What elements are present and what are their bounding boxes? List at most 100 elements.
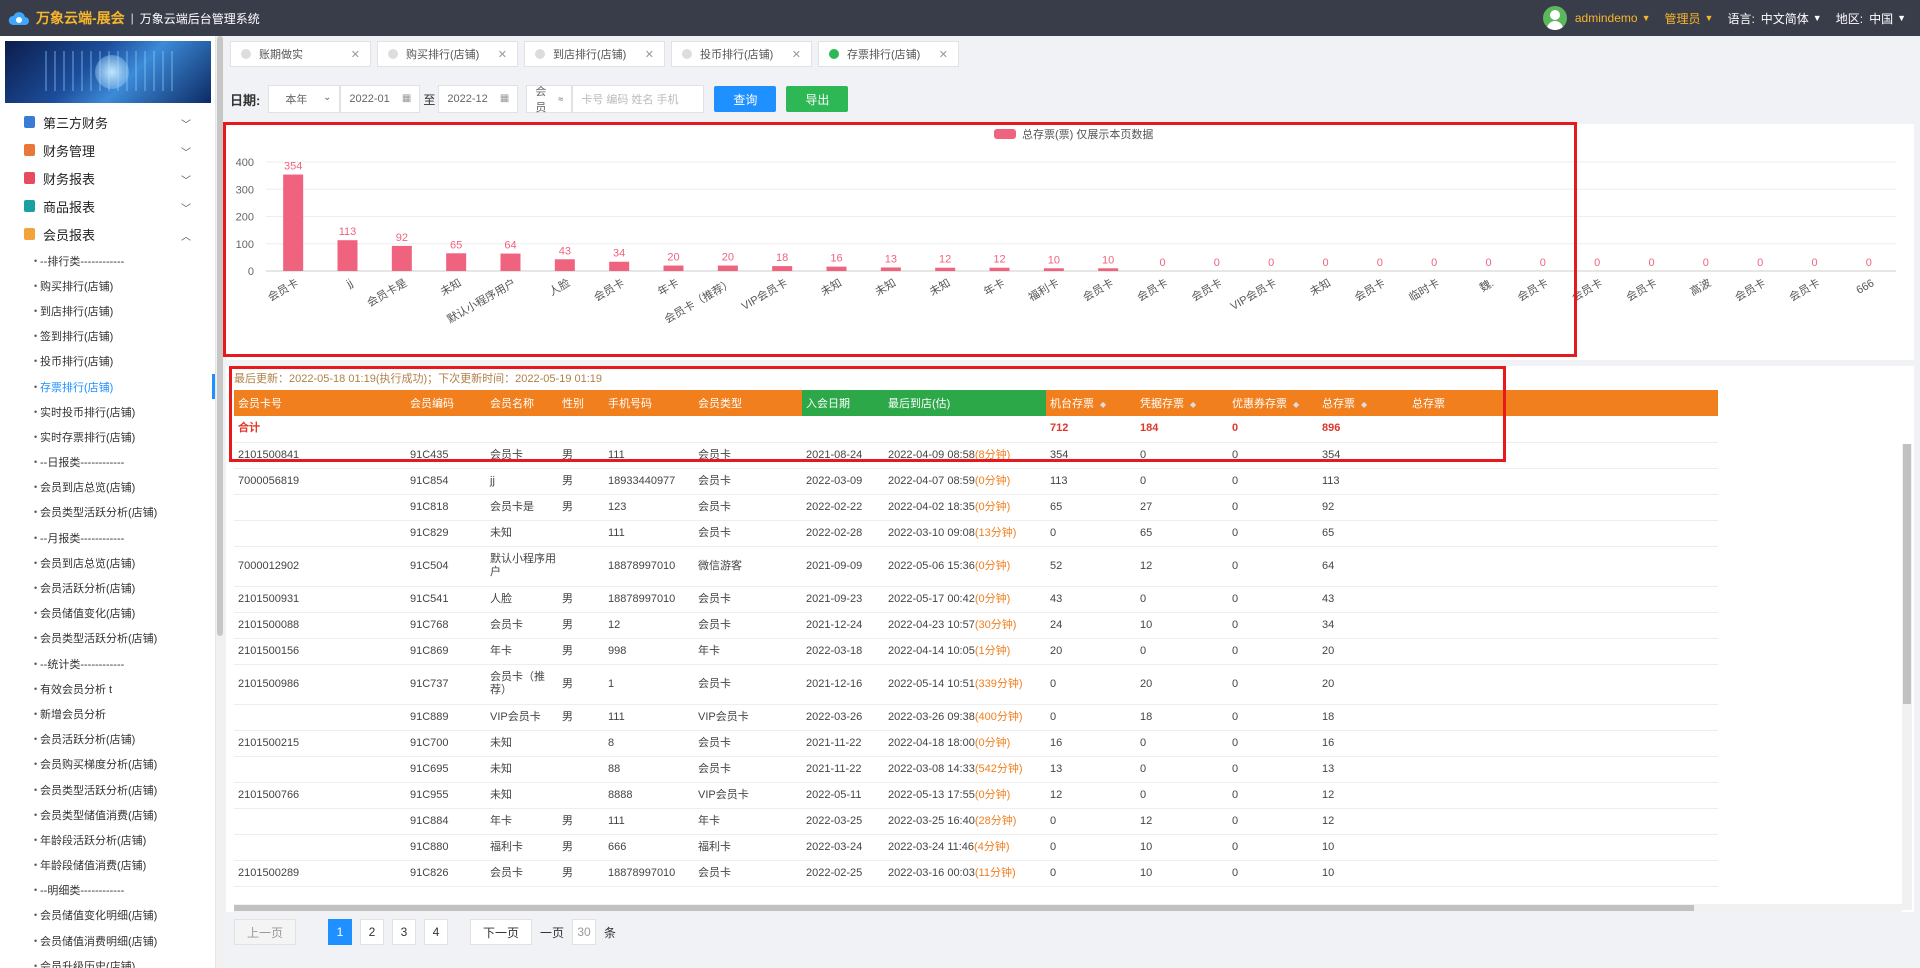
start-date-input[interactable]: 2022-01 ▦: [340, 85, 421, 113]
sidebar-group-1[interactable]: 财务管理 ﹀: [0, 136, 215, 164]
sidebar-item[interactable]: 存票排行(店铺): [0, 373, 215, 400]
sidebar-item[interactable]: 投币排行(店铺): [0, 349, 215, 374]
bar[interactable]: [609, 261, 630, 271]
table-row[interactable]: 2101500766 91C955 未知 8888 VIP会员卡 2022-05-11 20…: [234, 782, 1718, 809]
table-row[interactable]: 91C818 会员卡是 男 123 会员卡 2022-02-22 2022-04-02 18…: [234, 494, 1718, 521]
tab-item[interactable]: 购买排行(店铺) ✕: [377, 41, 518, 67]
role-menu[interactable]: 管理员 ▼: [1665, 10, 1714, 27]
bar[interactable]: [880, 267, 901, 271]
table-row[interactable]: 2101500289 91C826 会员卡 男 18878997010 会员卡 2022-0…: [234, 860, 1718, 887]
per-page-input[interactable]: 30: [572, 919, 597, 945]
table-row[interactable]: 2101500215 91C700 未知 8 会员卡 2021-11-22 2022-04-…: [234, 730, 1718, 757]
sidebar-item[interactable]: 签到排行(店铺): [0, 324, 215, 349]
table-vertical-scrollbar[interactable]: [1902, 444, 1912, 910]
user-avatar[interactable]: [1542, 6, 1567, 30]
sidebar-item[interactable]: 购买排行(店铺): [0, 273, 215, 298]
sidebar-item[interactable]: 会员到店总览(店铺): [0, 475, 215, 500]
page-button[interactable]: 1: [328, 919, 352, 945]
next-page-button[interactable]: 下一页: [470, 919, 532, 945]
bar[interactable]: [663, 265, 684, 271]
sidebar-item[interactable]: 到店排行(店铺): [0, 298, 215, 323]
table-row[interactable]: 2101500841 91C435 会员卡 男 111 会员卡 2021-08-24 2022…: [234, 442, 1718, 469]
bar[interactable]: [554, 259, 575, 271]
tab-item[interactable]: 存票排行(店铺) ✕: [818, 41, 959, 67]
region-menu[interactable]: 地区: 中国 ▼: [1836, 10, 1906, 27]
table-row[interactable]: 2101500156 91C869 年卡 男 998 年卡 2022-03-18 2022-0…: [234, 638, 1718, 665]
bar[interactable]: [446, 253, 467, 271]
sidebar-item[interactable]: 会员储值变化明细(店铺): [0, 903, 215, 928]
sort-icon[interactable]: ◆: [1293, 400, 1300, 409]
table-row[interactable]: 2101500088 91C768 会员卡 男 12 会员卡 2021-12-24 2022-…: [234, 612, 1718, 639]
sidebar-item[interactable]: 实时存票排行(店铺): [0, 424, 215, 449]
sidebar-item[interactable]: 会员类型活跃分析(店铺): [0, 500, 215, 525]
close-icon[interactable]: ✕: [791, 49, 801, 61]
sidebar-group-0[interactable]: 第三方财务 ﹀: [0, 108, 215, 136]
sidebar-item[interactable]: 会员升级历史(店铺): [0, 953, 215, 968]
column-header[interactable]: 机台存票 ◆: [1046, 390, 1136, 416]
page-button[interactable]: 3: [392, 919, 416, 945]
bar[interactable]: [772, 266, 793, 271]
member-field-select[interactable]: 会员 ≈: [526, 85, 573, 114]
bar[interactable]: [337, 240, 358, 271]
user-menu[interactable]: admindemo ▼: [1575, 11, 1651, 25]
close-icon[interactable]: ✕: [350, 49, 360, 61]
bar[interactable]: [935, 267, 956, 271]
table-row[interactable]: 91C829 未知 111 会员卡 2022-02-28 2022-03-10 09:08…: [234, 520, 1718, 547]
period-select[interactable]: 本年 ⌄: [268, 85, 341, 113]
sidebar-item[interactable]: 会员储值消费明细(店铺): [0, 928, 215, 953]
sidebar-group-3[interactable]: 商品报表 ﹀: [0, 192, 215, 220]
column-header[interactable]: 凭据存票 ◆: [1136, 390, 1228, 416]
table-horizontal-scrollbar[interactable]: [234, 904, 1902, 912]
sidebar-item[interactable]: 有效会员分析 t: [0, 676, 215, 701]
sort-icon[interactable]: ◆: [1361, 400, 1368, 409]
sidebar-item[interactable]: 会员类型活跃分析(店铺): [0, 777, 215, 802]
sidebar-scrollbar[interactable]: [216, 36, 224, 968]
prev-page-button[interactable]: 上一页: [234, 919, 296, 945]
close-icon[interactable]: ✕: [644, 49, 654, 61]
table-row[interactable]: 91C695 未知 88 会员卡 2021-11-22 2022-03-08 14:33(…: [234, 756, 1718, 783]
bar[interactable]: [717, 265, 738, 271]
sidebar-item[interactable]: 年龄段储值消费(店铺): [0, 853, 215, 878]
column-header[interactable]: 优惠券存票 ◆: [1228, 390, 1318, 416]
query-button[interactable]: 查询: [714, 86, 777, 112]
bar[interactable]: [989, 267, 1010, 271]
bar[interactable]: [826, 266, 847, 271]
bar[interactable]: [283, 174, 304, 271]
sidebar-item[interactable]: 实时投币排行(店铺): [0, 399, 215, 424]
sidebar-item[interactable]: 会员储值变化(店铺): [0, 601, 215, 626]
table-row[interactable]: 7000012902 91C504 默认小程序用户 18878997010 微信游客 20…: [234, 546, 1718, 587]
bar[interactable]: [391, 245, 412, 271]
bar[interactable]: [1098, 268, 1119, 271]
table-row[interactable]: 2101500931 91C541 人脸 男 18878997010 会员卡 2021-09…: [234, 586, 1718, 613]
sidebar-item[interactable]: 年龄段活跃分析(店铺): [0, 827, 215, 852]
sidebar-item[interactable]: 新增会员分析: [0, 701, 215, 726]
table-row[interactable]: 91C889 VIP会员卡 男 111 VIP会员卡 2022-03-26 2022-03-…: [234, 704, 1718, 731]
end-date-input[interactable]: 2022-12 ▦: [438, 85, 519, 113]
column-header[interactable]: 总存票 ◆: [1318, 390, 1408, 416]
close-icon[interactable]: ✕: [497, 49, 507, 61]
member-search-input[interactable]: 卡号 编码 姓名 手机: [572, 85, 705, 113]
sidebar-item[interactable]: 会员类型储值消费(店铺): [0, 802, 215, 827]
sidebar-item[interactable]: 会员购买梯度分析(店铺): [0, 752, 215, 777]
sidebar-item[interactable]: 会员活跃分析(店铺): [0, 575, 215, 600]
sidebar-item[interactable]: 会员到店总览(店铺): [0, 550, 215, 575]
tab-item[interactable]: 到店排行(店铺) ✕: [524, 41, 665, 67]
tab-item[interactable]: 投币排行(店铺) ✕: [671, 41, 812, 67]
table-row[interactable]: 2101500986 91C737 会员卡（推荐） 男 1 会员卡 2021-12-16 20…: [234, 664, 1718, 705]
sidebar-item[interactable]: 会员活跃分析(店铺): [0, 727, 215, 752]
sidebar-group-2[interactable]: 财务报表 ﹀: [0, 164, 215, 192]
sort-icon[interactable]: ◆: [1100, 400, 1107, 409]
table-row[interactable]: 91C880 福利卡 男 666 福利卡 2022-03-24 2022-03-24 11:…: [234, 834, 1718, 861]
close-icon[interactable]: ✕: [938, 49, 948, 61]
sort-icon[interactable]: ◆: [1190, 400, 1197, 409]
sidebar-group-4[interactable]: 会员报表 ︿: [0, 220, 215, 248]
table-row[interactable]: 91C884 年卡 男 111 年卡 2022-03-25 2022-03-25 16:40…: [234, 808, 1718, 835]
export-button[interactable]: 导出: [786, 86, 849, 112]
bar[interactable]: [1043, 268, 1064, 271]
table-row[interactable]: 7000056819 91C854 jj 男 18933440977 会员卡 2022-03…: [234, 468, 1718, 495]
tab-item[interactable]: 账期做实 ✕: [230, 41, 371, 67]
page-button[interactable]: 2: [360, 919, 384, 945]
page-button[interactable]: 4: [424, 919, 448, 945]
language-menu[interactable]: 语言: 中文简体 ▼: [1727, 10, 1821, 27]
chart-legend[interactable]: 总存票(票) 仅展示本页数据: [994, 127, 1153, 141]
